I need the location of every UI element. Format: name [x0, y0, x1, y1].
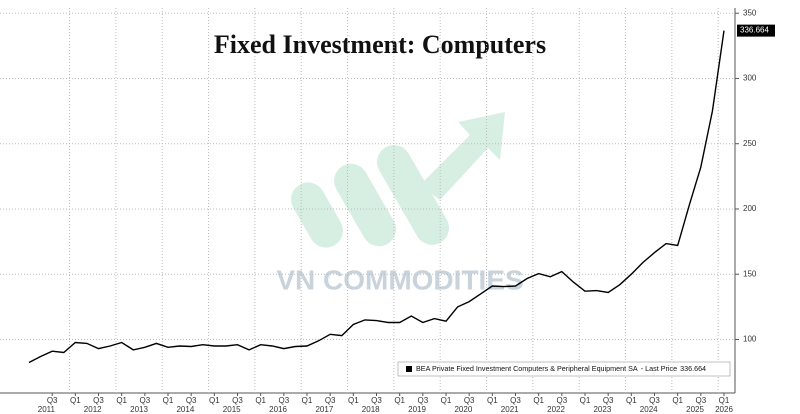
x-tick-label: Q3: [93, 396, 104, 405]
x-year-label: 2026: [715, 405, 733, 414]
x-tick-label: Q3: [325, 396, 336, 405]
x-tick-label: Q1: [70, 396, 81, 405]
x-year-label: 2025: [686, 405, 704, 414]
legend-last-price: 336.664: [680, 364, 706, 373]
x-tick-label: Q3: [510, 396, 521, 405]
x-tick-label: Q3: [556, 396, 567, 405]
x-tick-label: Q3: [464, 396, 475, 405]
x-tick-label: Q1: [209, 396, 220, 405]
x-year-label: 2022: [547, 405, 565, 414]
x-tick-label: Q1: [163, 396, 174, 405]
x-tick-label: Q3: [139, 396, 150, 405]
x-year-label: 2024: [640, 405, 658, 414]
logo-bar: [377, 145, 449, 245]
x-year-label: 2016: [269, 405, 287, 414]
x-tick-label: Q3: [186, 396, 197, 405]
x-year-label: 2019: [408, 405, 426, 414]
legend-box: [397, 361, 731, 377]
x-year-label: 2020: [454, 405, 472, 414]
x-year-label: 2014: [176, 405, 194, 414]
x-year-label: 2012: [84, 405, 102, 414]
x-tick-label: Q1: [302, 396, 313, 405]
legend-text: BEA Private Fixed Investment Computers &…: [416, 364, 706, 373]
x-tick-label: Q1: [116, 396, 127, 405]
chart-title: Fixed Investment: Computers: [214, 30, 546, 59]
series-line: [28, 30, 725, 364]
x-year-label: 2013: [130, 405, 148, 414]
y-tick-label: 100: [743, 335, 757, 344]
y-tick-label: 350: [743, 8, 757, 17]
x-tick-label: Q1: [441, 396, 452, 405]
x-tick-label: Q1: [394, 396, 405, 405]
legend: BEA Private Fixed Investment Computers &…: [397, 361, 731, 377]
x-year-label: 2015: [223, 405, 241, 414]
x-tick-label: Q1: [487, 396, 498, 405]
x-tick-label: Q1: [626, 396, 637, 405]
x-year-label: 2018: [362, 405, 380, 414]
x-tick-label: Q1: [348, 396, 359, 405]
legend-last-price-label: - Last Price: [641, 364, 677, 373]
x-tick-label: Q3: [47, 396, 58, 405]
x-tick-label: Q1: [255, 396, 266, 405]
last-value-tag: [737, 24, 775, 37]
legend-series-name: BEA Private Fixed Investment Computers &…: [416, 364, 638, 373]
watermark-logo: [291, 112, 505, 248]
x-tick-label: Q3: [232, 396, 243, 405]
x-tick-label: Q1: [719, 396, 730, 405]
x-year-label: 2021: [501, 405, 519, 414]
x-tick-label: Q1: [580, 396, 591, 405]
x-tick-label: Q1: [672, 396, 683, 405]
logo-bar: [334, 163, 396, 247]
x-tick-label: Q3: [417, 396, 428, 405]
y-tick-label: 250: [743, 139, 757, 148]
x-tick-label: Q1: [533, 396, 544, 405]
logo-bar: [291, 182, 343, 248]
y-tick-label: 150: [743, 269, 757, 278]
x-tick-label: Q3: [278, 396, 289, 405]
x-tick-label: Q3: [603, 396, 614, 405]
x-tick-label: Q3: [371, 396, 382, 405]
x-tick-label: Q3: [649, 396, 660, 405]
y-tick-label: 300: [743, 74, 757, 83]
x-year-label: 2023: [593, 405, 611, 414]
logo-arrow: [420, 112, 505, 200]
x-tick-label: Q3: [695, 396, 706, 405]
x-year-label: 2017: [315, 405, 333, 414]
last-value-label: 336.664: [740, 26, 769, 35]
x-year-label: 2011: [38, 405, 56, 414]
y-tick-label: 200: [743, 204, 757, 213]
legend-swatch: [406, 366, 412, 372]
watermark: VN COMMODITIES: [276, 264, 523, 295]
